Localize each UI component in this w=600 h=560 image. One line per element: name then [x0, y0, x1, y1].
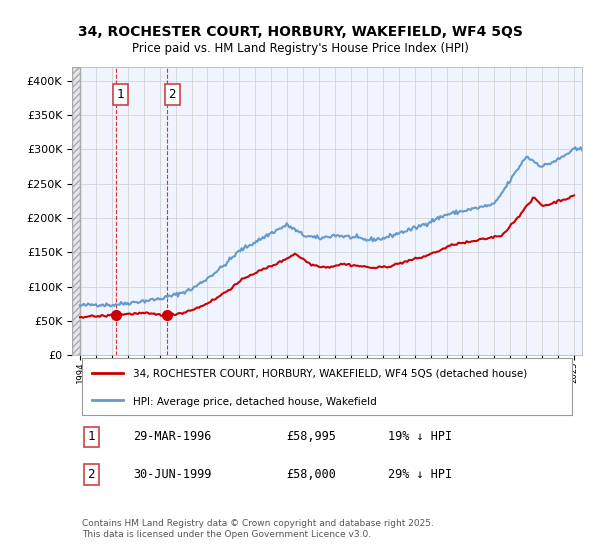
Text: 34, ROCHESTER COURT, HORBURY, WAKEFIELD, WF4 5QS: 34, ROCHESTER COURT, HORBURY, WAKEFIELD,… [77, 25, 523, 39]
Text: 2: 2 [88, 468, 95, 481]
Text: 19% ↓ HPI: 19% ↓ HPI [388, 430, 452, 444]
Text: Price paid vs. HM Land Registry's House Price Index (HPI): Price paid vs. HM Land Registry's House … [131, 42, 469, 55]
Bar [72, 67, 80, 355]
Text: £58,995: £58,995 [286, 430, 336, 444]
FancyBboxPatch shape [82, 358, 572, 415]
Text: 30-JUN-1999: 30-JUN-1999 [133, 468, 212, 481]
Text: 34, ROCHESTER COURT, HORBURY, WAKEFIELD, WF4 5QS (detached house): 34, ROCHESTER COURT, HORBURY, WAKEFIELD,… [133, 369, 527, 379]
Text: Contains HM Land Registry data © Crown copyright and database right 2025.
This d: Contains HM Land Registry data © Crown c… [82, 520, 434, 539]
Text: 1: 1 [116, 88, 124, 101]
Text: 2: 2 [168, 88, 176, 101]
Text: £58,000: £58,000 [286, 468, 336, 481]
Text: 1: 1 [88, 430, 95, 444]
Text: 29-MAR-1996: 29-MAR-1996 [133, 430, 212, 444]
Text: 29% ↓ HPI: 29% ↓ HPI [388, 468, 452, 481]
Text: HPI: Average price, detached house, Wakefield: HPI: Average price, detached house, Wake… [133, 396, 377, 407]
Bar [72, 67, 80, 355]
